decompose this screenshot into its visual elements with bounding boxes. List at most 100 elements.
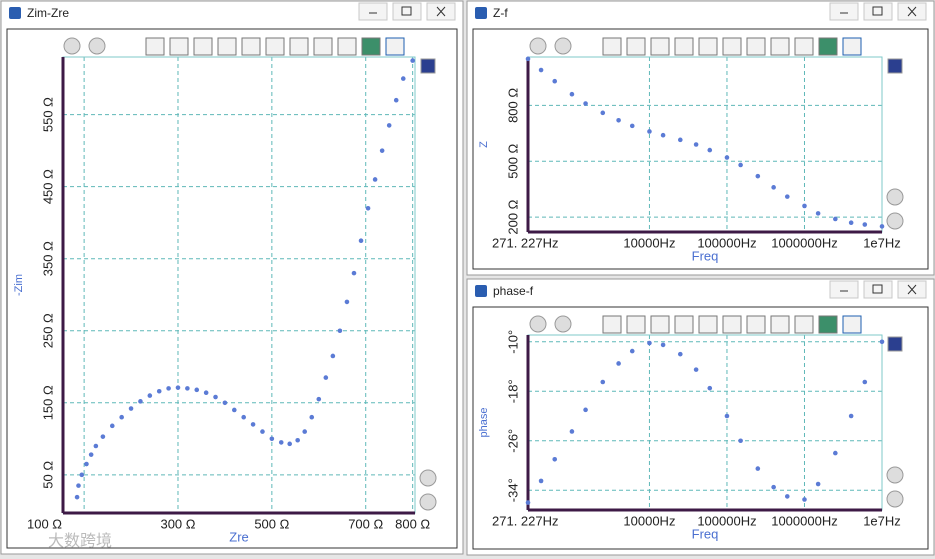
toolbar-button[interactable] — [674, 315, 694, 334]
watermark: 大数跨境 — [48, 531, 112, 550]
data-point — [693, 367, 699, 372]
x-tick-label: 271. 227Hz — [492, 235, 559, 250]
toolbar-button[interactable] — [842, 315, 862, 334]
title-bar — [468, 2, 933, 24]
maximize-button[interactable] — [863, 2, 893, 21]
data-point — [569, 429, 575, 434]
data-point — [538, 67, 544, 73]
toolbar-button[interactable] — [265, 37, 285, 56]
toolbar-button[interactable] — [626, 315, 646, 334]
client-area — [6, 28, 458, 549]
toolbar-button[interactable] — [193, 37, 213, 56]
data-point — [660, 132, 666, 138]
data-point — [616, 117, 621, 123]
zoom-button[interactable] — [88, 37, 106, 55]
zoom-button[interactable] — [886, 466, 904, 484]
y-tick-label: 150 Ω — [40, 385, 55, 420]
data-point — [724, 413, 730, 419]
x-tick-label: 10000Hz — [623, 513, 675, 528]
data-point — [862, 379, 868, 385]
x-tick-label: 271. 227Hz — [492, 513, 559, 528]
legend-marker — [887, 58, 903, 74]
data-point — [330, 353, 336, 359]
x-tick-label: 1000000Hz — [771, 235, 838, 250]
minimize-button[interactable] — [358, 2, 388, 21]
maximize-button[interactable] — [863, 280, 893, 299]
toolbar-button[interactable] — [217, 37, 237, 56]
toolbar-button[interactable] — [842, 37, 862, 56]
toolbar-button[interactable] — [169, 37, 189, 56]
data-point — [525, 56, 531, 62]
data-point — [386, 123, 392, 128]
zoom-button[interactable] — [554, 37, 572, 55]
minimize-button[interactable] — [829, 2, 859, 21]
zoom-button[interactable] — [419, 469, 437, 487]
data-point — [269, 436, 275, 442]
zoom-button[interactable] — [886, 490, 904, 508]
title-bar — [468, 280, 933, 302]
data-point — [232, 407, 237, 413]
toolbar-button[interactable] — [674, 37, 694, 56]
x-tick-label: 1e7Hz — [863, 235, 901, 250]
y-tick-label: 50 Ω — [40, 461, 55, 489]
toolbar-button[interactable] — [626, 37, 646, 56]
data-point — [600, 110, 606, 116]
data-point — [738, 162, 743, 168]
toolbar-button[interactable] — [722, 37, 742, 56]
data-point — [147, 393, 153, 398]
toolbar-button[interactable] — [385, 37, 405, 56]
data-point — [677, 351, 683, 357]
toolbar-button[interactable] — [794, 315, 814, 334]
x-tick-label: 800 Ω — [395, 516, 430, 531]
toolbar-button[interactable] — [698, 37, 718, 56]
toolbar-button[interactable] — [722, 315, 742, 334]
minimize-button[interactable] — [829, 280, 859, 299]
data-point — [79, 472, 85, 478]
data-point — [784, 494, 790, 499]
toolbar-button[interactable] — [361, 37, 381, 56]
data-point — [784, 194, 790, 199]
toolbar-button[interactable] — [602, 37, 622, 56]
zoom-button[interactable] — [554, 315, 572, 333]
toolbar-button[interactable] — [313, 37, 333, 56]
toolbar-button[interactable] — [602, 315, 622, 334]
toolbar-button[interactable] — [770, 37, 790, 56]
toolbar-button[interactable] — [650, 37, 670, 56]
data-point — [815, 481, 821, 487]
toolbar-button[interactable] — [289, 37, 309, 56]
data-point — [213, 394, 218, 400]
toolbar-button[interactable] — [794, 37, 814, 56]
x-axis-title: Freq — [692, 248, 719, 263]
zoom-button[interactable] — [419, 493, 437, 511]
data-point — [287, 441, 292, 447]
data-point — [647, 129, 652, 134]
zoom-button[interactable] — [529, 315, 547, 333]
zoom-button[interactable] — [886, 212, 904, 230]
zoom-button[interactable] — [529, 37, 547, 55]
data-point — [84, 461, 89, 467]
toolbar-button[interactable] — [145, 37, 165, 56]
data-point — [166, 386, 171, 391]
toolbar-button[interactable] — [650, 315, 670, 334]
data-point — [302, 429, 308, 434]
data-point — [833, 450, 838, 456]
data-point — [351, 270, 357, 276]
toolbar-button[interactable] — [241, 37, 261, 56]
toolbar-button[interactable] — [746, 37, 766, 56]
toolbar-button[interactable] — [818, 37, 838, 56]
client-area — [472, 28, 929, 270]
data-point — [138, 399, 143, 404]
zoom-button[interactable] — [886, 188, 904, 206]
data-point — [802, 497, 807, 502]
toolbar-button[interactable] — [698, 315, 718, 334]
toolbar-button[interactable] — [746, 315, 766, 334]
data-point — [616, 361, 621, 366]
toolbar-button[interactable] — [818, 315, 838, 334]
zoom-button[interactable] — [63, 37, 81, 55]
toolbar-button[interactable] — [337, 37, 357, 56]
toolbar-button[interactable] — [770, 315, 790, 334]
maximize-button[interactable] — [392, 2, 422, 21]
x-tick-label: 100 Ω — [27, 516, 62, 531]
icon — [907, 6, 917, 17]
data-point — [316, 396, 322, 402]
